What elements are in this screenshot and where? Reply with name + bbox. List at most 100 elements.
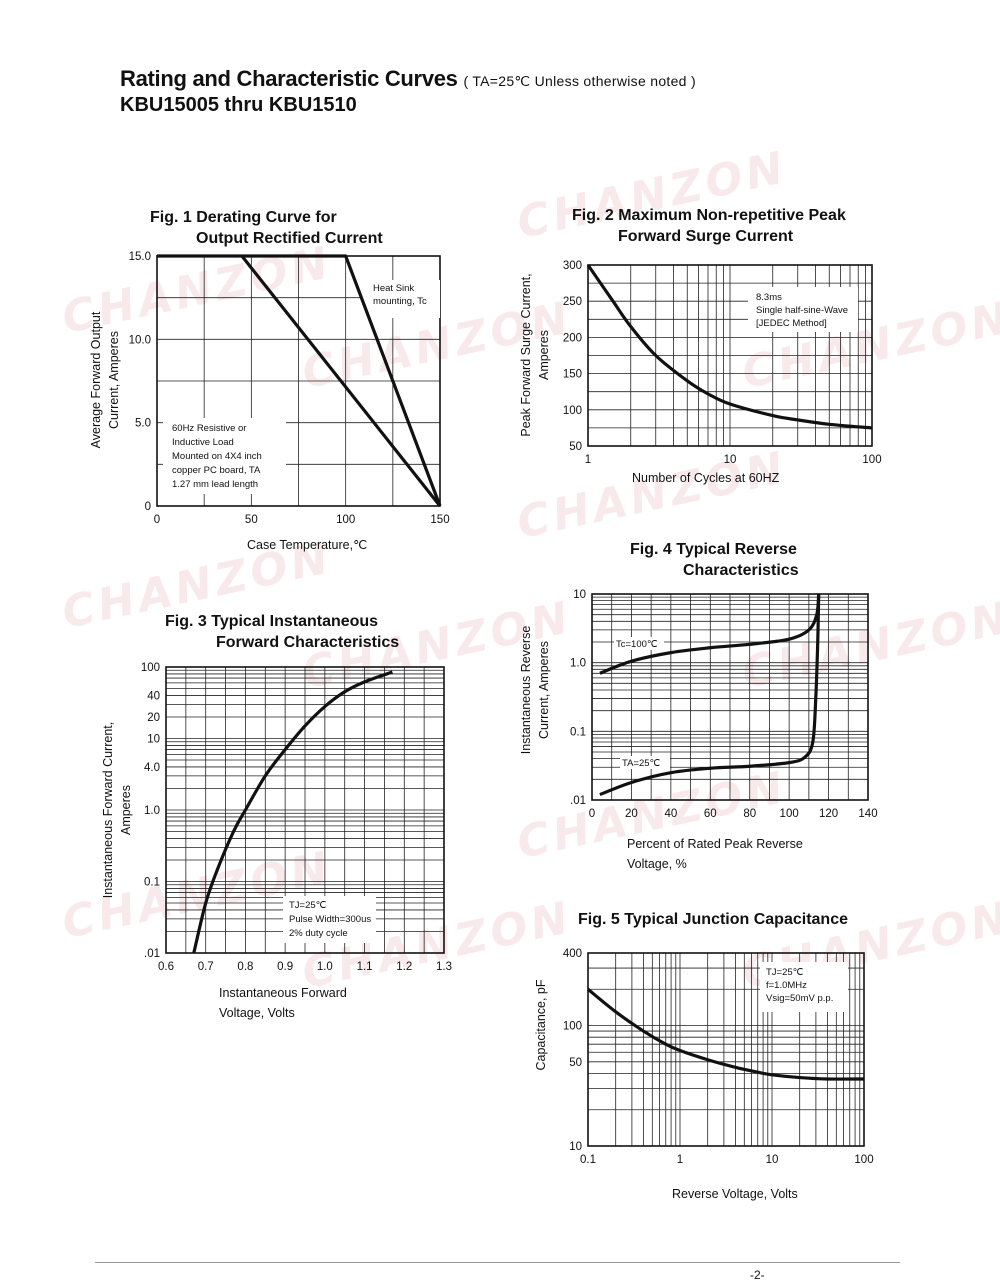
- fig4-series-label-bg: [614, 637, 664, 650]
- fig2-series-line: [586, 264, 873, 430]
- fig3-title: Fig. 3 Typical Instantaneous: [165, 613, 378, 630]
- fig1-annotation-text: Inductive Load: [172, 437, 234, 448]
- fig5-y-tick-label: 10: [569, 1141, 582, 1153]
- fig4-x-tick-label: 20: [625, 808, 638, 820]
- fig3-y-tick-label: 20: [147, 712, 160, 724]
- fig1-series-line: [157, 254, 442, 507]
- fig1-annotation-text: copper PC board, TA: [172, 465, 261, 476]
- fig5-plot-frame: [587, 952, 865, 1147]
- fig2-y-tick-label: 200: [563, 332, 582, 344]
- fig5-chart: Fig. 5 Typical Junction Capacitance 0.1 1 1…: [534, 911, 874, 1201]
- fig2-annotation-text: 8.3ms: [756, 292, 782, 303]
- fig4-series-line: [599, 593, 821, 797]
- fig2-x-tick-label: 100: [862, 454, 881, 466]
- fig3-x-axis-label: Voltage, Volts: [219, 1006, 295, 1020]
- fig5-y-tick-label: 400: [563, 948, 582, 960]
- fig5-x-tick-label: 1: [677, 1154, 683, 1166]
- fig5-series-line: [586, 988, 865, 1081]
- fig3-title: Forward Characteristics: [216, 634, 399, 651]
- fig3-y-tick-label: 10: [147, 734, 160, 746]
- fig4-series-line: [599, 593, 821, 675]
- fig1-y-axis-label: Current, Amperes: [107, 331, 121, 429]
- fig2-y-tick-label: 300: [563, 260, 582, 272]
- fig4-title: Fig. 4 Typical Reverse: [630, 541, 797, 558]
- fig5-x-tick-label: 100: [854, 1154, 873, 1166]
- fig3-x-tick-label: 0.9: [277, 961, 293, 973]
- fig4-y-tick-label: 1.0: [570, 658, 586, 670]
- footer-divider: [95, 1262, 900, 1263]
- fig4-x-tick-label: 80: [743, 808, 756, 820]
- fig4-chart: Fig. 4 Typical Reverse Characteristics 0 20…: [519, 541, 878, 871]
- fig2-plot-frame: [587, 264, 873, 447]
- header-line1: Rating and Characteristic Curves ( TA=25…: [120, 66, 696, 92]
- fig3-series-line: [192, 670, 393, 954]
- fig4-title: Characteristics: [683, 562, 799, 579]
- fig3-y-tick-label: 40: [147, 690, 160, 702]
- fig2-annotation-box: [748, 287, 858, 332]
- fig4-x-tick-label: 60: [704, 808, 717, 820]
- fig3-annotation-text: 2% duty cycle: [289, 928, 348, 939]
- fig4-x-tick-label: 40: [664, 808, 677, 820]
- fig4-y-axis-label: Current, Amperes: [537, 641, 551, 739]
- fig5-y-tick-label: 50: [569, 1057, 582, 1069]
- fig1-y-tick-label: 5.0: [135, 418, 151, 430]
- fig3-x-axis-label: Instantaneous Forward: [219, 986, 347, 1000]
- fig4-y-tick-label: 0.1: [570, 726, 586, 738]
- header-title: Rating and Characteristic Curves: [120, 66, 458, 91]
- fig4-y-tick-label: 10: [573, 589, 586, 601]
- page-number: -2-: [750, 1268, 765, 1282]
- fig4-x-tick-label: 140: [858, 808, 877, 820]
- fig2-title: Fig. 2 Maximum Non-repetitive Peak: [572, 207, 846, 224]
- fig4-x-tick-label: 100: [780, 808, 799, 820]
- fig2-y-tick-label: 150: [563, 369, 582, 381]
- fig1-x-tick-label: 0: [154, 514, 160, 526]
- fig3-y-tick-label: 0.1: [144, 877, 160, 889]
- fig4-x-axis-label: Voltage, %: [627, 857, 687, 871]
- fig5-y-tick-label: 100: [563, 1021, 582, 1033]
- fig3-y-tick-label: 4.0: [144, 762, 160, 774]
- fig1-title: Fig. 1 Derating Curve for: [150, 209, 337, 226]
- page-header: Rating and Characteristic Curves ( TA=25…: [120, 66, 696, 117]
- fig5-annotation-text: Vsig=50mV p.p.: [766, 993, 833, 1004]
- fig4-x-axis-label: Percent of Rated Peak Reverse: [627, 837, 803, 851]
- fig1-y-tick-label: 10.0: [129, 334, 151, 346]
- fig1-annotation-text: 60Hz Resistive or: [172, 423, 246, 434]
- fig4-series-label-bg: [620, 756, 670, 769]
- fig3-chart: Fig. 3 Typical Instantaneous Forward Char…: [101, 613, 452, 1020]
- fig4-x-tick-label: 0: [589, 808, 595, 820]
- fig3-x-tick-label: 1.2: [396, 961, 412, 973]
- fig2-x-tick-label: 10: [724, 454, 737, 466]
- fig4-series-label: TA=25℃: [622, 758, 661, 769]
- fig1-annotation-box: [362, 280, 440, 318]
- fig3-y-axis-label: Amperes: [119, 785, 133, 835]
- fig1-x-tick-label: 100: [336, 514, 355, 526]
- fig4-y-tick-label: .01: [570, 795, 586, 807]
- fig3-y-tick-label: 100: [141, 662, 160, 674]
- fig1-annotation-text: 1.27 mm lead length: [172, 479, 258, 490]
- fig3-x-tick-label: 0.7: [198, 961, 214, 973]
- fig2-x-axis-label: Number of Cycles at 60HZ: [632, 471, 780, 485]
- fig5-x-tick-label: 0.1: [580, 1154, 596, 1166]
- fig2-y-axis-label: Peak Forward Surge Current,: [519, 273, 533, 436]
- fig1-x-tick-label: 150: [430, 514, 449, 526]
- fig5-title: Fig. 5 Typical Junction Capacitance: [578, 911, 848, 928]
- fig5-annotation-text: TJ=25℃: [766, 967, 804, 978]
- fig1-annotation-text: Mounted on 4X4 inch: [172, 451, 262, 462]
- fig1-x-axis-label: Case Temperature,℃: [247, 538, 367, 552]
- fig1-chart: Fig. 1 Derating Curve for Output Rectifie…: [89, 209, 450, 552]
- fig3-x-tick-label: 1.1: [357, 961, 373, 973]
- fig4-y-axis-label: Instantaneous Reverse: [519, 626, 533, 755]
- fig1-annotation-text: mounting, Tc: [373, 296, 427, 307]
- fig1-x-tick-label: 50: [245, 514, 258, 526]
- fig1-annotation-text: Heat Sink: [373, 283, 414, 294]
- fig2-y-tick-label: 100: [563, 405, 582, 417]
- fig5-x-tick-label: 10: [766, 1154, 779, 1166]
- fig3-annotation-text: Pulse Width=300us: [289, 914, 371, 925]
- header-note: ( TA=25℃ Unless otherwise noted ): [463, 73, 696, 89]
- fig2-chart: Fig. 2 Maximum Non-repetitive Peak Forwar…: [519, 207, 882, 485]
- fig2-y-tick-label: 250: [563, 296, 582, 308]
- fig5-x-axis-label: Reverse Voltage, Volts: [672, 1187, 798, 1201]
- fig2-annotation-text: Single half-sine-Wave: [756, 305, 848, 316]
- fig3-x-tick-label: 1.0: [317, 961, 333, 973]
